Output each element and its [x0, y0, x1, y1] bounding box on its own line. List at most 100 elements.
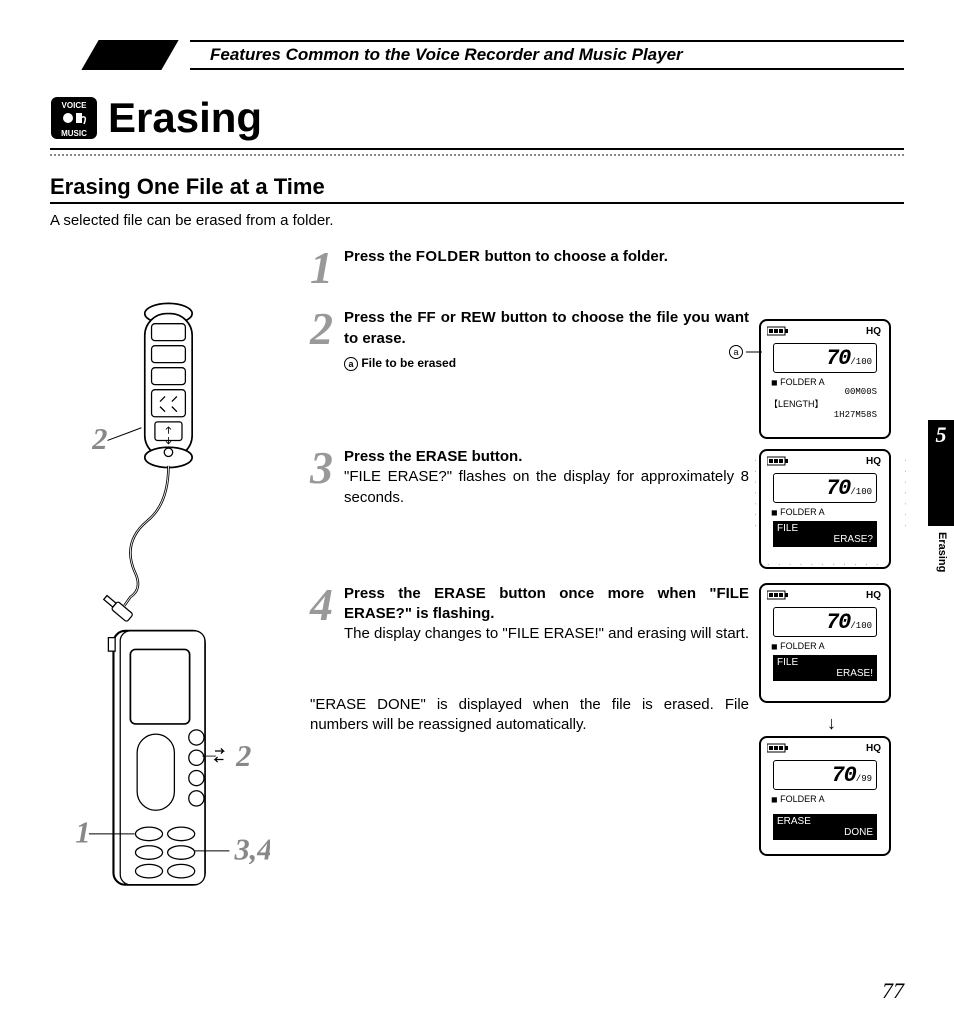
- lcd3-folder: ◼ FOLDER A: [771, 641, 883, 651]
- subtitle-underline: [50, 202, 904, 204]
- lead-text: A selected file can be erased from a fol…: [50, 212, 904, 229]
- svg-text:VOICE: VOICE: [62, 101, 88, 110]
- lcd2-hq: HQ: [866, 456, 881, 467]
- lcd1-length-label: LENGTH: [778, 399, 815, 409]
- step-4-t1: Press the: [344, 585, 434, 602]
- lcd1-hq: HQ: [866, 326, 881, 337]
- step-3-t1: Press the: [344, 448, 416, 465]
- page-number: 77: [882, 978, 904, 1004]
- subtitle: Erasing One File at a Time: [50, 174, 904, 200]
- battery-icon: [767, 326, 789, 336]
- title-row: VOICE MUSIC Erasing: [50, 94, 904, 142]
- callout-2-body: 2: [235, 739, 251, 773]
- step-4-body: The display changes to "FILE ERASE!" and…: [344, 624, 749, 644]
- callout-3-4: 3,4: [233, 832, 270, 866]
- step-3-head: Press the ERASE button.: [344, 447, 749, 467]
- lcd2-file: FILE: [777, 523, 873, 534]
- lcd1-folder-text: FOLDER A: [780, 377, 825, 387]
- lcd3-file: FILE: [777, 657, 873, 668]
- callout-2-remote: 2: [91, 422, 107, 456]
- lcd4-total: /99: [856, 774, 872, 784]
- lcd1-counter: 70/100: [773, 343, 877, 373]
- step-2: 2 Press the FF or REW button to choose t…: [310, 308, 749, 371]
- voice-music-icon: VOICE MUSIC: [50, 96, 98, 140]
- step-2-head: Press the FF or REW button to choose the…: [344, 309, 749, 346]
- lcd4-erase: ERASE: [777, 816, 873, 827]
- lcd4-big: 70: [831, 763, 855, 788]
- lcd4-counter: 70/99: [773, 760, 877, 790]
- battery-icon: [767, 590, 789, 600]
- lcd2-total: /100: [850, 487, 872, 497]
- step-2-sublabel-text: File to be erased: [361, 356, 456, 370]
- title-underline: [50, 148, 904, 150]
- lcd2-big: 70: [826, 476, 850, 501]
- battery-icon: [767, 743, 789, 753]
- step-2-sublabel: a File to be erased: [344, 355, 749, 371]
- lcd1-a-circ: a: [729, 345, 743, 359]
- lcd3-eraseb: ERASE!: [777, 668, 873, 679]
- battery-icon: [767, 456, 789, 466]
- lcd1-length: 【LENGTH】: [769, 397, 883, 410]
- step-num-2: 2: [310, 308, 340, 371]
- step-2-t4: REW: [461, 309, 496, 326]
- lcd1-a-marker: a: [729, 345, 762, 359]
- file-marker-a: a: [344, 357, 358, 371]
- lcd4-done: DONE: [777, 827, 873, 838]
- device-illustration: 2 2 1 3,4: [50, 247, 310, 952]
- step-num-3: 3: [310, 447, 340, 508]
- chapter-tab-num: 5: [928, 420, 954, 448]
- lcd4-blackbox: ERASE DONE: [773, 814, 877, 840]
- lcd1-total: /100: [850, 357, 872, 367]
- lcd2-eraseq: ERASE?: [777, 534, 873, 545]
- lcd4-folder: ◼ FOLDER A: [771, 794, 883, 804]
- svg-text:MUSIC: MUSIC: [61, 129, 87, 138]
- step-2-t1: Press the: [344, 309, 417, 326]
- step-num-4: 4: [310, 584, 340, 645]
- step-4-head: Press the ERASE button once more when "F…: [344, 584, 749, 625]
- lcd4-hq: HQ: [866, 743, 881, 754]
- lcd1-time-a: 00M00S: [767, 387, 877, 397]
- lcd2-dots-left: · · · · · · ·: [751, 459, 760, 530]
- lcd3-total: /100: [850, 621, 872, 631]
- lcd2-folder-text: FOLDER A: [780, 507, 825, 517]
- lcd2-folder: ◼ FOLDER A: [771, 507, 883, 517]
- step-1-t3: button to choose a folder.: [480, 248, 668, 265]
- step-1-t2: FOLDER: [416, 248, 481, 265]
- lcd4-folder-text: FOLDER A: [780, 794, 825, 804]
- lcd1-big: 70: [826, 346, 850, 371]
- final-note: "ERASE DONE" is displayed when the file …: [310, 695, 749, 736]
- section-banner: Features Common to the Voice Recorder an…: [100, 40, 904, 74]
- lcd2-dots-right: · · · · · · ·: [901, 459, 910, 530]
- step-4-t2: ERASE: [434, 585, 486, 602]
- lcd-screen-3: HQ 70/100 ◼ FOLDER A FILE ERASE!: [759, 583, 891, 703]
- lcd1-folder: ◼ FOLDER A: [771, 377, 883, 387]
- chapter-tab: 5: [928, 420, 954, 526]
- step-3-t3: button.: [467, 448, 522, 465]
- lcd2-blackbox: FILE ERASE?: [773, 521, 877, 547]
- lcd2-counter: 70/100: [773, 473, 877, 503]
- lcd2-dots-bot: · · · · · · · · · · ·: [767, 560, 882, 569]
- step-num-1: 1: [310, 247, 340, 288]
- step-1-t1: Press the: [344, 248, 416, 265]
- lcd3-hq: HQ: [866, 590, 881, 601]
- step-3: 3 Press the ERASE button. "FILE ERASE?" …: [310, 447, 749, 508]
- lcd-screen-2: HQ 70/100 ◼ FOLDER A FILE ERASE?: [759, 449, 891, 569]
- chapter-tab-label: Erasing: [936, 532, 948, 572]
- lcd-screen-1: a HQ 70/100 ◼ FOLDER A 00M00S 【LENGTH】 1…: [759, 319, 891, 439]
- lcd3-counter: 70/100: [773, 607, 877, 637]
- banner-text: Features Common to the Voice Recorder an…: [190, 40, 904, 70]
- step-1: 1 Press the FOLDER button to choose a fo…: [310, 247, 749, 288]
- banner-chevron: [81, 40, 178, 70]
- dotted-separator: [50, 154, 904, 156]
- step-1-head: Press the FOLDER button to choose a fold…: [344, 248, 668, 265]
- callout-1: 1: [75, 815, 90, 849]
- lcd1-time-b: 1H27M58S: [767, 410, 877, 420]
- lcd3-folder-text: FOLDER A: [780, 641, 825, 651]
- step-3-t2: ERASE: [416, 448, 468, 465]
- step-3-body: "FILE ERASE?" flashes on the display for…: [344, 467, 749, 508]
- lcd3-blackbox: FILE ERASE!: [773, 655, 877, 681]
- step-4: 4 Press the ERASE button once more when …: [310, 584, 749, 645]
- step-2-t2: FF: [417, 309, 435, 326]
- step-2-t3: or: [436, 309, 461, 326]
- lcd3-big: 70: [826, 610, 850, 635]
